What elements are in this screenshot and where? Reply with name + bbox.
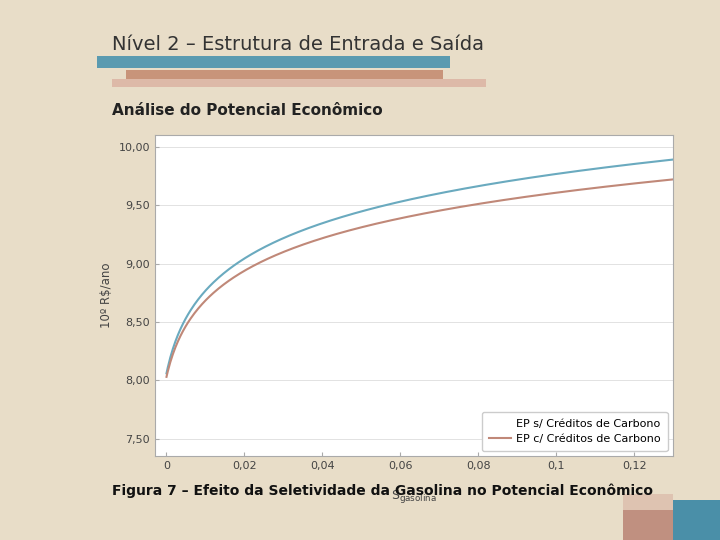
Legend: EP s/ Créditos de Carbono, EP c/ Créditos de Carbono: EP s/ Créditos de Carbono, EP c/ Crédito… — [482, 412, 667, 451]
Text: Figura 7 – Efeito da Seletividade da Gasolina no Potencial Econômico: Figura 7 – Efeito da Seletividade da Gas… — [112, 483, 652, 498]
Y-axis label: 10º R$/ano: 10º R$/ano — [100, 263, 113, 328]
Text: S$_{\mathregular{gasolina}}$: S$_{\mathregular{gasolina}}$ — [391, 488, 437, 505]
Text: Nível 2 – Estrutura de Entrada e Saída: Nível 2 – Estrutura de Entrada e Saída — [112, 35, 484, 54]
Text: Análise do Potencial Econômico: Análise do Potencial Econômico — [112, 103, 382, 118]
